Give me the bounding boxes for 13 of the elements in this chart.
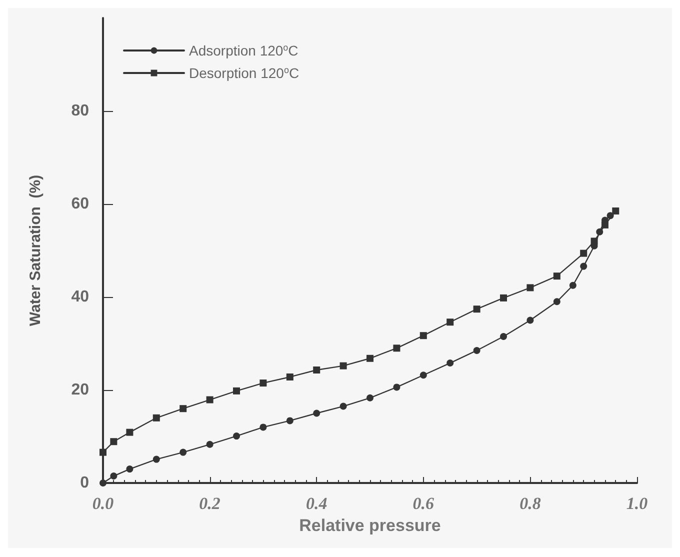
- x-tick-label: 1.0: [626, 494, 648, 513]
- y-tick-label: 0: [80, 474, 90, 492]
- y-axis-title: Water Saturation (%): [27, 174, 44, 326]
- y-tick-label: 80: [71, 102, 90, 120]
- x-tick-label: 0.4: [306, 494, 328, 513]
- y-tick-label: 20: [71, 382, 90, 398]
- x-tick-label: 0.2: [199, 494, 221, 513]
- x-tick-label: 0.6: [412, 494, 435, 513]
- x-tick-label: 0.8: [520, 494, 542, 513]
- x-axis-title: Relative pressure: [299, 516, 441, 535]
- y-tick-label: 60: [71, 196, 90, 212]
- y-tick-label: 40: [71, 288, 90, 306]
- x-tick-label: 0.0: [92, 494, 114, 513]
